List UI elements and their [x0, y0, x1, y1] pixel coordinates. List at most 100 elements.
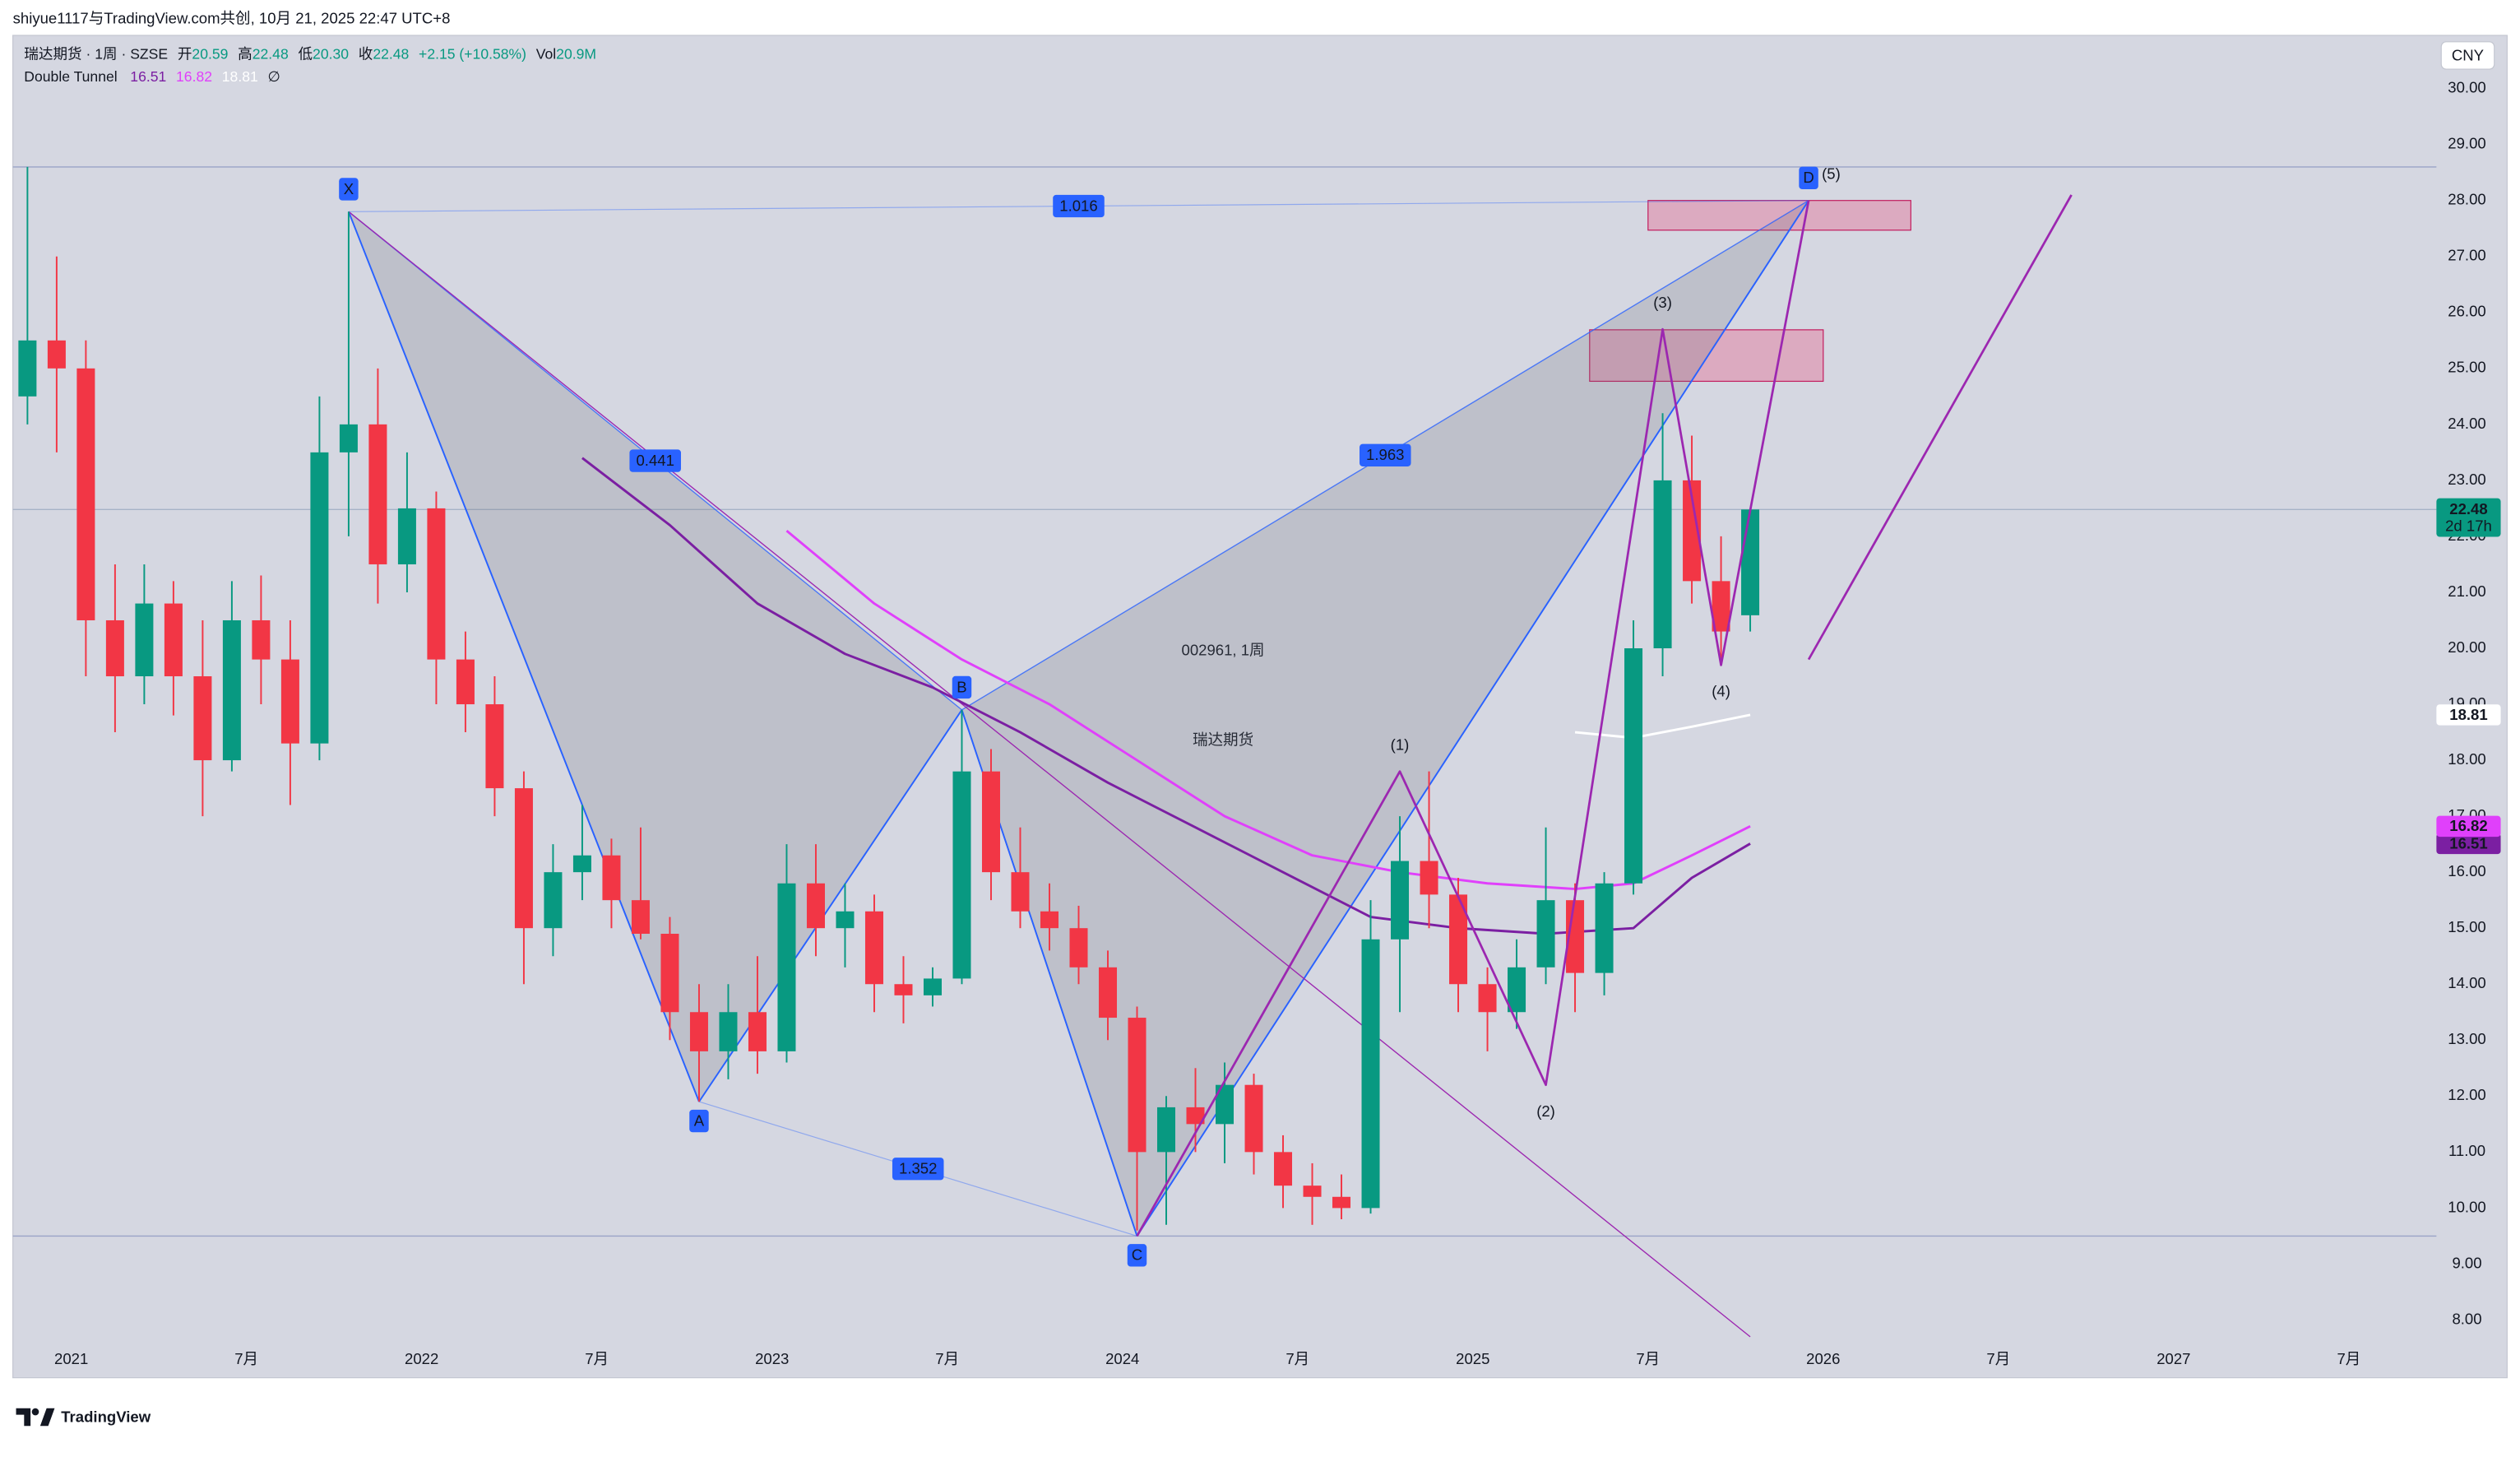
- x-tick-label: 7月: [585, 1350, 609, 1367]
- indicator-name: Double Tunnel: [24, 67, 117, 84]
- candle-body: [135, 603, 154, 677]
- zone-box: [1647, 200, 1911, 231]
- y-tick-label: 28.00: [2448, 191, 2485, 208]
- legend-label: 低: [298, 45, 313, 62]
- pattern-point-label: D: [1803, 169, 1814, 186]
- x-tick-label: 7月: [1636, 1350, 1660, 1367]
- watermark-symbol: 002961, 1周: [1182, 641, 1265, 658]
- ratio-badge: [629, 449, 681, 472]
- price-badge: 22.48: [2449, 500, 2487, 517]
- footer-brand: TradingView: [61, 1408, 151, 1425]
- candle-body: [572, 855, 591, 873]
- logo-icon: [16, 1408, 55, 1427]
- candle-body: [1683, 480, 1702, 582]
- y-tick-label: 8.00: [2452, 1310, 2481, 1327]
- candle-body: [894, 984, 913, 995]
- currency-button[interactable]: CNY: [2440, 41, 2495, 70]
- candle-body: [310, 452, 329, 744]
- candle-body: [660, 933, 679, 1013]
- candle-body: [1391, 861, 1410, 940]
- indicator-badge-box: [2436, 815, 2501, 838]
- indicator-badge-box: [2436, 833, 2501, 855]
- candle-body: [105, 619, 124, 677]
- y-tick-label: 26.00: [2448, 303, 2485, 320]
- x-tick-label: 7月: [1986, 1350, 2010, 1367]
- x-tick-label: 2026: [1806, 1350, 1840, 1367]
- x-tick-label: 7月: [234, 1350, 258, 1367]
- legend-change: +2.15 (+10.58%): [419, 45, 526, 62]
- pattern-fill: [348, 211, 962, 1102]
- ratio-label: 1.963: [1366, 446, 1404, 463]
- currency-label[interactable]: CNY: [2452, 46, 2484, 63]
- y-tick-label: 24.00: [2448, 415, 2485, 432]
- pattern-badge: [689, 1109, 709, 1133]
- candle-body: [1011, 872, 1030, 912]
- wave-label: (5): [1822, 165, 1841, 182]
- candle-body: [1069, 928, 1088, 967]
- ratio-badge: [1053, 194, 1105, 218]
- ratio-label: 0.441: [636, 452, 674, 469]
- x-tick-label: 2027: [2156, 1350, 2190, 1367]
- countdown: 2d 17h: [2445, 517, 2492, 535]
- y-tick-label: 29.00: [2448, 135, 2485, 152]
- candle-body: [18, 340, 37, 397]
- legend-main: 瑞达期货 · 1周 · SZSE 开20.59 高22.48 低20.30 收22.48…: [24, 45, 596, 62]
- trendline: [348, 211, 1751, 1338]
- footer-logo: TradingView: [16, 1408, 151, 1427]
- pattern-line: [698, 709, 963, 1102]
- candle-body: [1098, 967, 1118, 1019]
- legend-label: Vol: [536, 45, 556, 62]
- chart-layer: 002961, 1周瑞达期货 (1) (2) (3) (4) (5) X A B C D 1.016 0…: [12, 79, 2501, 1367]
- x-tick-label: 2023: [755, 1350, 789, 1367]
- legend-label: 开: [178, 45, 192, 62]
- indicator-badge: 16.82: [2449, 817, 2487, 834]
- indicator-value: 16.51: [130, 67, 166, 84]
- y-tick-label: 18.00: [2448, 750, 2485, 768]
- candle-body: [1420, 861, 1438, 895]
- x-tick-label: 7月: [935, 1350, 959, 1367]
- candle-body: [1449, 894, 1468, 985]
- candle-body: [1332, 1196, 1351, 1209]
- pattern-line: [1136, 200, 1809, 1237]
- candle-body: [1361, 939, 1380, 1209]
- candle-body: [836, 911, 855, 929]
- wave-label: (4): [1712, 683, 1730, 700]
- candle-body: [485, 704, 504, 789]
- currency-button-box[interactable]: [2440, 41, 2495, 70]
- x-tick-label: 2024: [1105, 1350, 1139, 1367]
- candle-body: [544, 872, 563, 929]
- candle-body: [1653, 480, 1672, 649]
- pattern-point-label: X: [344, 180, 354, 197]
- price-badge-box: [2436, 498, 2501, 537]
- legend-value: 20.30: [313, 45, 349, 62]
- candle-body: [1624, 648, 1643, 884]
- candle-body: [1186, 1107, 1205, 1125]
- pattern-point-label: C: [1132, 1246, 1142, 1264]
- y-tick-label: 11.00: [2448, 1142, 2485, 1159]
- candle-body: [193, 676, 212, 761]
- projection: [1807, 194, 2073, 661]
- indicator-badge: 18.81: [2449, 706, 2487, 723]
- legend-label: 收: [359, 45, 373, 62]
- y-tick-label: 15.00: [2448, 918, 2485, 935]
- candle-body: [368, 424, 387, 564]
- ratio-badge: [892, 1158, 944, 1181]
- indicator-badge-box: [2436, 704, 2501, 726]
- legend-indicator: Double Tunnel 16.51 16.82 18.81 ∅: [24, 67, 280, 84]
- candle-body: [252, 619, 271, 660]
- pattern-badge: [1799, 166, 1818, 190]
- pattern-fill: [961, 200, 1809, 1237]
- x-tick-label: 2021: [54, 1350, 88, 1367]
- candle-body: [631, 900, 650, 934]
- ratio-label: 1.016: [1059, 197, 1097, 214]
- candle-body: [397, 508, 416, 564]
- ratio-label: 1.352: [899, 1160, 937, 1177]
- indicator-value: 16.82: [176, 67, 212, 84]
- wave-label: (1): [1391, 735, 1410, 753]
- candle-body: [456, 659, 475, 705]
- candle-body: [427, 508, 446, 660]
- legend-value: 22.48: [373, 45, 409, 62]
- x-tick-label: 2025: [1456, 1350, 1489, 1367]
- legend-value: 20.9M: [556, 45, 596, 62]
